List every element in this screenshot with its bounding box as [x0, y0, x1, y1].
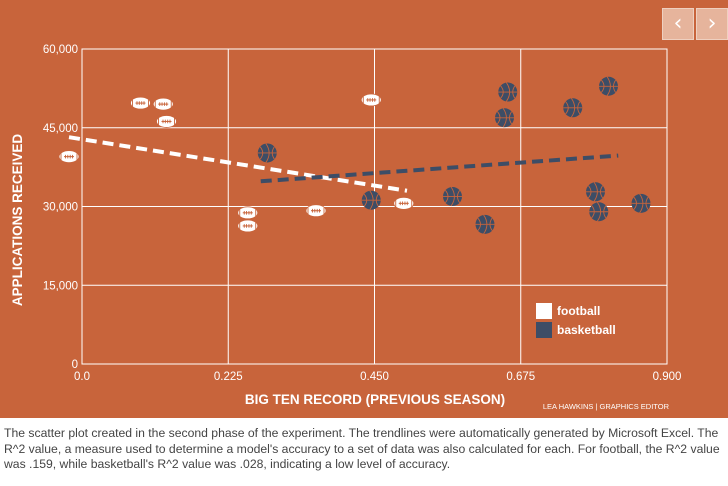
basketball-icon: [586, 182, 605, 202]
football-icon: [237, 206, 259, 220]
y-tick-label: 30,000: [43, 202, 78, 214]
credit-label: LEA HAWKINS | GRAPHICS EDITOR: [543, 402, 670, 411]
x-tick-label: 0.0: [74, 371, 90, 383]
basketball-icon: [631, 193, 651, 214]
football-icon: [305, 204, 327, 218]
football-trendline: [68, 135, 408, 193]
football-icon: [156, 115, 177, 128]
basketball-icon: [589, 201, 609, 222]
basketball-legend-label: basketball: [557, 323, 616, 337]
basketball-icon: [599, 76, 618, 97]
basketball-trendline: [260, 153, 619, 184]
basketball-legend-swatch: [536, 322, 552, 338]
basketball-icon: [361, 190, 381, 210]
y-tick-label: 15,000: [43, 280, 78, 292]
basketball-icon: [257, 143, 277, 163]
football-icon: [58, 150, 80, 164]
y-tick-label: 0: [72, 359, 78, 371]
basketball-icon: [475, 214, 495, 235]
football-legend-swatch: [536, 303, 552, 319]
basketball-icon: [563, 98, 583, 118]
football-icon: [237, 219, 259, 233]
y-axis-label: APPLICATIONS RECEIVED: [10, 134, 25, 307]
football-icon: [130, 96, 151, 110]
x-tick-label: 0.450: [360, 371, 389, 383]
chart-panel: 0 15,000 30,000 45,000 60,000 0.0 0.225 0.450 0.…: [0, 0, 728, 418]
chevron-left-icon[interactable]: ‹: [662, 8, 694, 40]
basketball-icon: [443, 186, 462, 207]
x-tick-label: 0.900: [653, 371, 682, 383]
football-icon: [360, 93, 382, 107]
x-axis-label: BIG TEN RECORD (PREVIOUS SEASON): [245, 392, 505, 407]
basketball-icon: [495, 108, 514, 128]
football-icon: [152, 97, 174, 111]
y-tick-label: 60,000: [43, 44, 78, 56]
x-tick-label: 0.225: [214, 371, 243, 383]
scatter-chart: 0 15,000 30,000 45,000 60,000 0.0 0.225 0.450 0.…: [10, 44, 682, 411]
figure-caption: The scatter plot created in the second p…: [4, 426, 720, 471]
y-tick-label: 45,000: [43, 123, 78, 135]
football-icon: [393, 196, 415, 210]
basketball-icon: [498, 82, 518, 102]
football-legend-label: football: [557, 304, 600, 318]
chevron-right-icon[interactable]: ›: [696, 8, 728, 40]
x-tick-label: 0.675: [506, 371, 535, 383]
